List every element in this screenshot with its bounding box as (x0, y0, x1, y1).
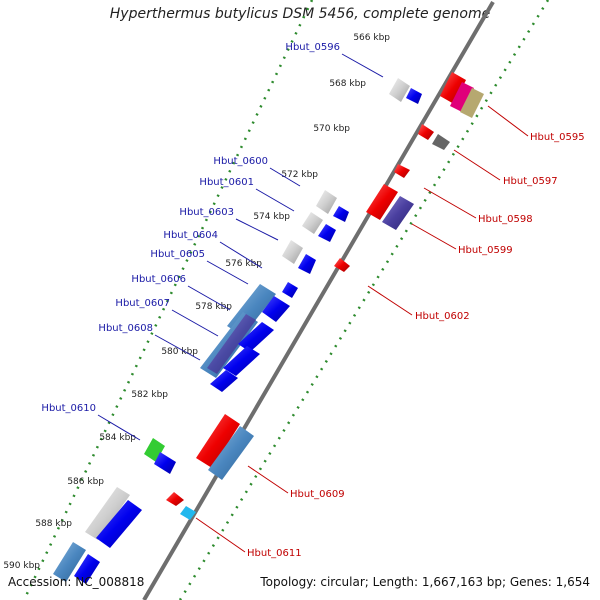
gene-label-right: Hbut_0609 (290, 489, 345, 500)
tick-label: 568 kbp (329, 79, 366, 89)
tick-label: 572 kbp (281, 170, 318, 180)
gene-label-right: Hbut_0595 (530, 132, 585, 143)
leader-line (171, 309, 219, 337)
genome-summary: Topology: circular; Length: 1,667,163 bp… (260, 575, 590, 589)
leader-line (269, 167, 301, 187)
leader-line (367, 285, 413, 316)
gene-0609-blocks (196, 414, 254, 480)
leader-line (453, 149, 501, 181)
leader-line (154, 334, 201, 361)
gene-label-left: Hbut_0601 (199, 177, 254, 188)
leader-line (195, 517, 246, 553)
gene-label-left: Hbut_0600 (213, 156, 268, 167)
tick-label: 586 kbp (67, 477, 104, 487)
map-title: Hyperthermus butylicus DSM 5456, complet… (109, 6, 491, 22)
leader-line (235, 218, 279, 241)
gene-0596-blocks (389, 78, 422, 104)
leader-line (206, 260, 249, 285)
leader-line (187, 285, 231, 311)
gene-label-right: Hbut_0611 (247, 548, 302, 559)
tick-label: 588 kbp (35, 519, 72, 529)
gene-label-left: Hbut_0604 (163, 230, 218, 241)
tick-label: 566 kbp (353, 33, 390, 43)
gene-0595-blocks (440, 72, 484, 118)
leader-line (341, 53, 384, 78)
gene-label-left: Hbut_0608 (98, 323, 153, 334)
tick-label: 570 kbp (313, 124, 350, 134)
gene-label-left: Hbut_0605 (150, 249, 205, 260)
position-ticks: 566 kbp 568 kbp 570 kbp 572 kbp 574 kbp 576 k… (3, 33, 390, 571)
gene-0598-0599-blocks (366, 164, 414, 230)
outer-dotted-guide (178, 0, 550, 600)
genome-backbone (142, 0, 495, 600)
gene-label-right: Hbut_0602 (415, 311, 470, 322)
tick-label: 582 kbp (131, 390, 168, 400)
gene-label-left: Hbut_0610 (41, 403, 96, 414)
gene-0611-blocks (166, 492, 196, 520)
tick-label: 576 kbp (225, 259, 262, 269)
leader-line (219, 241, 263, 269)
gene-0602-blocks (334, 258, 350, 272)
accession-label: Accession: NC_008818 (8, 575, 145, 589)
gene-labels: Hbut_0596 Hbut_0600 Hbut_0601 Hbut_0603 Hbut… (41, 42, 584, 559)
tick-label: 590 kbp (3, 561, 40, 571)
gene-label-right: Hbut_0597 (503, 176, 558, 187)
gene-label-left: Hbut_0603 (179, 207, 234, 218)
gene-0597-blocks (418, 124, 450, 150)
gene-label-right: Hbut_0599 (458, 245, 513, 256)
gene-0606-0608-blocks (200, 284, 290, 392)
gene-586-588-blocks (53, 487, 142, 584)
leader-line (247, 465, 289, 494)
leader-line (411, 223, 457, 250)
gene-label-left: Hbut_0596 (285, 42, 340, 53)
tick-label: 574 kbp (253, 212, 290, 222)
tick-label: 580 kbp (161, 347, 198, 357)
leader-line (423, 187, 477, 219)
tick-label: 584 kbp (99, 433, 136, 443)
gene-0600-0601-blocks (302, 190, 349, 242)
tick-label: 578 kbp (195, 302, 232, 312)
leader-line (255, 188, 295, 212)
gene-label-left: Hbut_0607 (115, 298, 170, 309)
gene-0610-blocks (144, 438, 176, 474)
gene-label-left: Hbut_0606 (131, 274, 186, 285)
gene-0603-0605-blocks (282, 240, 316, 298)
leader-line (97, 414, 141, 441)
gene-label-right: Hbut_0598 (478, 214, 533, 225)
leader-line (487, 105, 529, 137)
